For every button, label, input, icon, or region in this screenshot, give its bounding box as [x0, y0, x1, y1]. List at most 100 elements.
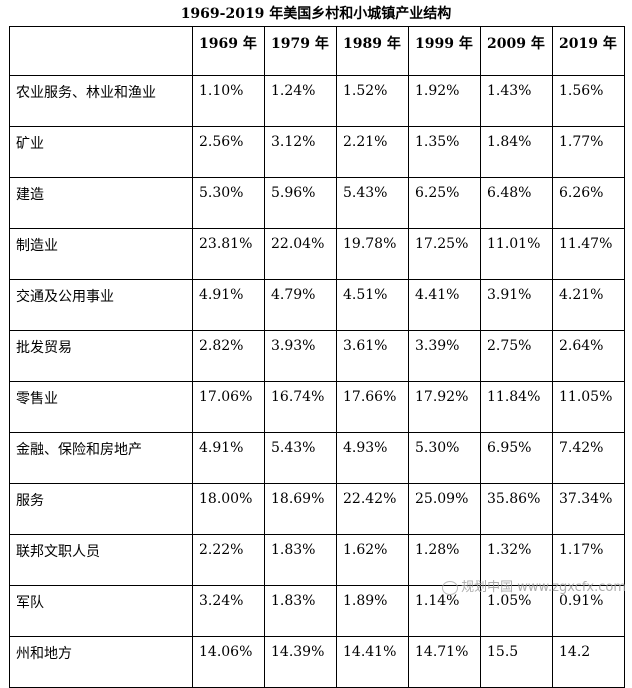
row-label: 联邦文职人员: [9, 534, 193, 586]
row-label: 交通及公用事业: [9, 279, 193, 331]
table-cell: 3.39%: [408, 330, 481, 382]
table-cell: 22.42%: [336, 483, 409, 535]
table-cell: 35.86%: [480, 483, 553, 535]
table-cell: 1.10%: [192, 75, 265, 127]
table-cell: 1.84%: [480, 126, 553, 178]
table-cell: 16.74%: [264, 381, 337, 433]
row-label: 金融、保险和房地产: [9, 432, 193, 484]
table-cell: 4.79%: [264, 279, 337, 331]
table-row: 金融、保险和房地产 4.91% 5.43% 4.93% 5.30% 6.95% 7.42%: [9, 432, 625, 484]
table-cell: 4.91%: [192, 432, 265, 484]
table-cell: 3.24%: [192, 585, 265, 637]
table-cell: 14.2: [552, 636, 625, 688]
table-cell: 3.12%: [264, 126, 337, 178]
table-cell: 1.92%: [408, 75, 481, 127]
table-cell: 18.00%: [192, 483, 265, 535]
table-cell: 5.30%: [192, 177, 265, 229]
header-cell: 1999 年: [408, 26, 481, 76]
table-cell: 17.66%: [336, 381, 409, 433]
table-cell: 1.83%: [264, 534, 337, 586]
row-label: 制造业: [9, 228, 193, 280]
row-label: 批发贸易: [9, 330, 193, 382]
table-cell: 5.43%: [264, 432, 337, 484]
table-cell: 23.81%: [192, 228, 265, 280]
row-label: 建造: [9, 177, 193, 229]
table-row: 服务 18.00% 18.69% 22.42% 25.09% 35.86% 37.34%: [9, 483, 625, 535]
table-cell: 1.83%: [264, 585, 337, 637]
table-cell: 3.93%: [264, 330, 337, 382]
table-cell: 18.69%: [264, 483, 337, 535]
table-cell: 2.82%: [192, 330, 265, 382]
table-cell: 7.42%: [552, 432, 625, 484]
table-cell: 14.41%: [336, 636, 409, 688]
table-cell: 17.92%: [408, 381, 481, 433]
table-cell: 1.89%: [336, 585, 409, 637]
table-cell: 6.26%: [552, 177, 625, 229]
watermark: 规划中国 www.zgxcfx.com: [442, 576, 626, 595]
table-cell: 4.21%: [552, 279, 625, 331]
industry-structure-table: 1969 年 1979 年 1989 年 1999 年 2009 年 2019 …: [9, 26, 625, 688]
header-cell: 2019 年: [552, 26, 625, 76]
table-cell: 2.56%: [192, 126, 265, 178]
table-cell: 17.25%: [408, 228, 481, 280]
table-row: 交通及公用事业 4.91% 4.79% 4.51% 4.41% 3.91% 4.21%: [9, 279, 625, 331]
table-cell: 25.09%: [408, 483, 481, 535]
table-cell: 1.77%: [552, 126, 625, 178]
table-cell: 11.47%: [552, 228, 625, 280]
table-cell: 2.22%: [192, 534, 265, 586]
table-cell: 1.35%: [408, 126, 481, 178]
row-label: 矿业: [9, 126, 193, 178]
watermark-text: 规划中国: [461, 580, 514, 595]
table-cell: 1.56%: [552, 75, 625, 127]
watermark-url: www.zgxcfx.com: [517, 580, 626, 595]
table-row: 建造 5.30% 5.96% 5.43% 6.25% 6.48% 6.26%: [9, 177, 625, 229]
row-label: 零售业: [9, 381, 193, 433]
table-cell: 22.04%: [264, 228, 337, 280]
table-cell: 37.34%: [552, 483, 625, 535]
header-row: 1969 年 1979 年 1989 年 1999 年 2009 年 2019 …: [9, 26, 625, 76]
table-cell: 17.06%: [192, 381, 265, 433]
table-row: 州和地方 14.06% 14.39% 14.41% 14.71% 15.5 14.2: [9, 636, 625, 688]
table-cell: 3.91%: [480, 279, 553, 331]
table-cell: 6.25%: [408, 177, 481, 229]
table-cell: 2.75%: [480, 330, 553, 382]
table-cell: 4.51%: [336, 279, 409, 331]
table-cell: 4.91%: [192, 279, 265, 331]
table-cell: 1.17%: [552, 534, 625, 586]
table-row: 农业服务、林业和渔业 1.10% 1.24% 1.52% 1.92% 1.43% 1.56%: [9, 75, 625, 127]
table-cell: 11.01%: [480, 228, 553, 280]
table-row: 批发贸易 2.82% 3.93% 3.61% 3.39% 2.75% 2.64%: [9, 330, 625, 382]
table-row: 矿业 2.56% 3.12% 2.21% 1.35% 1.84% 1.77%: [9, 126, 625, 178]
table-cell: 15.5: [480, 636, 553, 688]
table-row: 联邦文职人员 2.22% 1.83% 1.62% 1.28% 1.32% 1.17%: [9, 534, 625, 586]
table-cell: 1.24%: [264, 75, 337, 127]
table-cell: 1.62%: [336, 534, 409, 586]
table-title: 1969-2019 年美国乡村和小城镇产业结构: [180, 6, 452, 22]
header-cell: 1969 年: [192, 26, 265, 76]
row-label: 军队: [9, 585, 193, 637]
table-cell: 11.05%: [552, 381, 625, 433]
table-cell: 4.41%: [408, 279, 481, 331]
table-row: 零售业 17.06% 16.74% 17.66% 17.92% 11.84% 11.05%: [9, 381, 625, 433]
table-cell: 4.93%: [336, 432, 409, 484]
table-cell: 14.06%: [192, 636, 265, 688]
table-cell: 2.21%: [336, 126, 409, 178]
table-cell: 14.71%: [408, 636, 481, 688]
table-cell: 3.61%: [336, 330, 409, 382]
table-cell: 6.48%: [480, 177, 553, 229]
table-cell: 1.52%: [336, 75, 409, 127]
table-cell: 14.39%: [264, 636, 337, 688]
row-label: 农业服务、林业和渔业: [9, 75, 193, 127]
table-cell: 11.84%: [480, 381, 553, 433]
header-cell: 1989 年: [336, 26, 409, 76]
table-cell: 5.96%: [264, 177, 337, 229]
row-label: 服务: [9, 483, 193, 535]
table-cell: 6.95%: [480, 432, 553, 484]
table-cell: 1.43%: [480, 75, 553, 127]
header-cell: 1979 年: [264, 26, 337, 76]
row-label: 州和地方: [9, 636, 193, 688]
table-row: 制造业 23.81% 22.04% 19.78% 17.25% 11.01% 11.47%: [9, 228, 625, 280]
wechat-circle-icon: [442, 580, 459, 595]
table-cell: 19.78%: [336, 228, 409, 280]
table-cell: 1.32%: [480, 534, 553, 586]
